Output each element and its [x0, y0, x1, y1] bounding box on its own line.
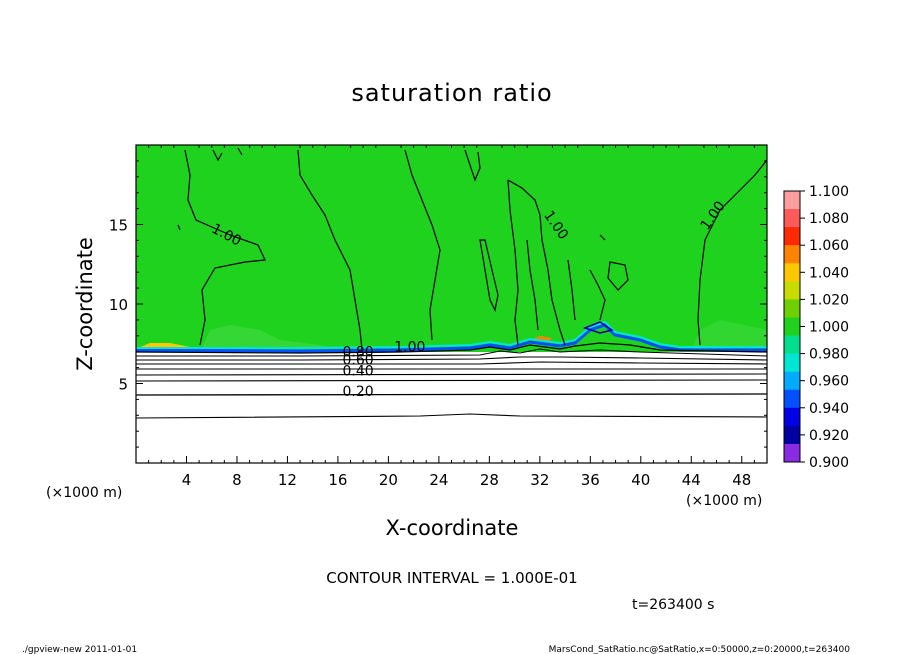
contour-interval-text: CONTOUR INTERVAL = 1.000E-01 [326, 569, 577, 587]
x-unit-label-right: (×1000 m) [686, 493, 762, 509]
x-axis: 4 8 12 16 20 24 28 32 36 40 44 48 [148, 145, 755, 489]
colorbar-tick-label: 1.100 [809, 184, 849, 200]
colorbar-tick-label: 1.060 [809, 238, 849, 254]
contour-label: 0.60 [343, 352, 374, 368]
colorbar-swatch [784, 245, 800, 264]
lighter-green-patch [690, 320, 767, 352]
colorbar-swatch [784, 407, 800, 427]
colorbar-swatch [784, 389, 800, 409]
colorbar-tick-label: 0.980 [809, 347, 849, 363]
colorbar-swatch [784, 281, 800, 300]
x-tick-label: 48 [732, 471, 751, 489]
colorbar-swatch [784, 371, 800, 391]
colorbar-tick-label: 1.020 [809, 292, 849, 308]
footer-left: ./gpview-new 2011-01-01 [22, 645, 137, 654]
y-tick-label: 5 [118, 376, 128, 394]
colorbar-tick-label: 0.940 [809, 401, 849, 417]
colorbar-tick-label: 0.960 [809, 374, 849, 390]
colorbar-swatch [784, 317, 800, 337]
x-unit-label-left: (×1000 m) [46, 485, 122, 501]
x-tick-label: 44 [682, 471, 701, 489]
x-axis-label: X-coordinate [386, 516, 519, 540]
x-tick-label: 28 [480, 471, 499, 489]
colorbar-swatch [784, 353, 800, 373]
x-tick-label: 40 [631, 471, 650, 489]
subsaturated-region [136, 352, 767, 463]
contour-label: 1.00 [394, 340, 425, 356]
boundary-band-navy [582, 321, 614, 334]
colorbar-swatch [784, 209, 800, 228]
x-tick-label: 24 [429, 471, 448, 489]
chart-title: saturation ratio [351, 79, 552, 107]
colorbar-swatch [784, 299, 800, 318]
colorbar-tick-label: 1.000 [809, 320, 849, 336]
colorbar-tick-label: 1.040 [809, 265, 849, 281]
lighter-green-patch [200, 325, 340, 352]
contour-lines-lower [135, 342, 768, 419]
colorbar: 1.100 1.080 1.060 1.040 1.020 1.000 0.980 0.960… [783, 184, 849, 471]
footer-right: MarsCond_SatRatio.nc@SatRatio,x=0:50000,… [549, 645, 851, 654]
y-axis: 5 10 15 [109, 160, 767, 448]
plot-area: 1.00 1.00 1.001.000.800.600.400.20 [135, 144, 768, 464]
colorbar-swatch [784, 443, 800, 463]
x-tick-label: 32 [530, 471, 549, 489]
contour-label: 0.40 [343, 364, 374, 380]
boundary-band-blue [135, 323, 767, 353]
colorbar-tick-label: 0.900 [809, 455, 849, 471]
x-tick-label: 8 [232, 471, 242, 489]
contour-label: 0.80 [343, 344, 374, 360]
colorbar-swatch [784, 191, 800, 210]
x-tick-label: 4 [182, 471, 192, 489]
x-tick-label: 20 [379, 471, 398, 489]
y-tick-label: 10 [109, 296, 128, 314]
colorbar-swatch [784, 425, 800, 445]
x-tick-label: 12 [278, 471, 297, 489]
colorbar-swatch [784, 263, 800, 282]
boundary-band-cyan [136, 320, 767, 349]
colorbar-tick-label: 0.920 [809, 428, 849, 444]
contour-lines-upper [177, 147, 768, 351]
colorbar-tick-label: 1.080 [809, 211, 849, 227]
colorbar-swatch [784, 335, 800, 355]
y-axis-label: Z-coordinate [73, 237, 97, 371]
x-tick-label: 36 [581, 471, 600, 489]
x-tick-label: 16 [328, 471, 347, 489]
saturated-region [136, 145, 767, 352]
colorbar-swatch [784, 227, 800, 246]
contour-label: 0.20 [343, 384, 374, 400]
y-tick-label: 15 [109, 217, 128, 235]
time-text: t=263400 s [632, 597, 714, 613]
